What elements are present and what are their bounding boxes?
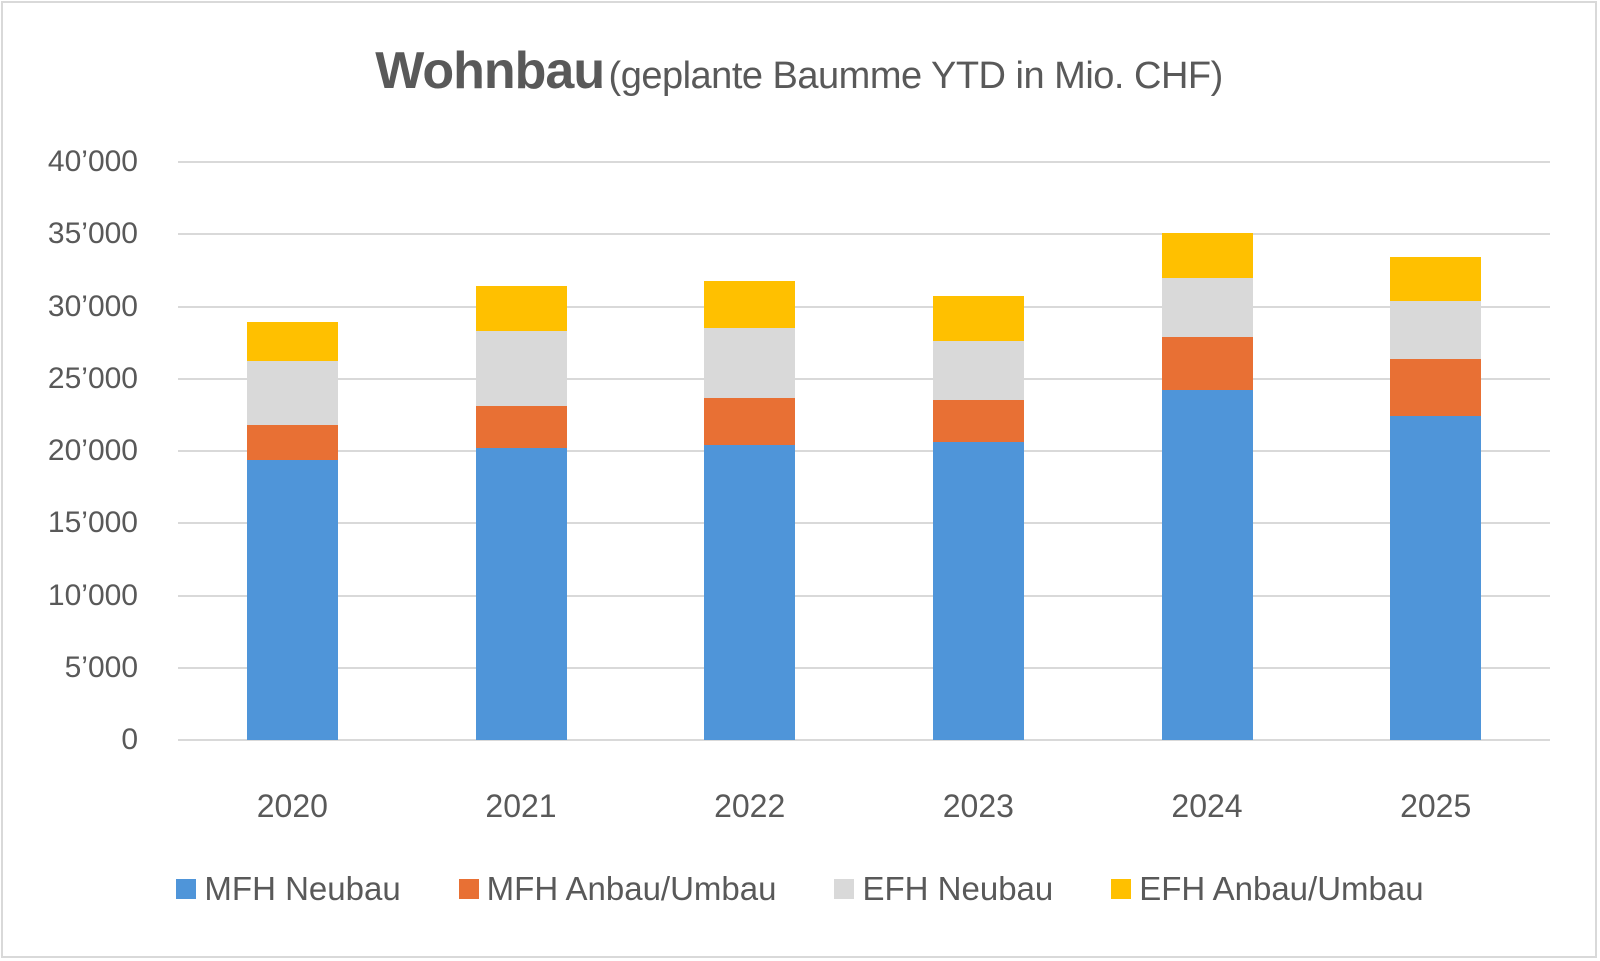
bar-2025[interactable] xyxy=(1390,257,1482,740)
x-tick-label: 2022 xyxy=(714,788,786,824)
legend-label: MFH Neubau xyxy=(204,870,401,907)
gridline xyxy=(178,305,1550,308)
legend-item[interactable]: MFH Anbau/Umbau xyxy=(458,870,777,908)
x-tick-label: 2024 xyxy=(1171,788,1243,824)
bar-segment-mfh-anbau-umbau[interactable] xyxy=(1161,336,1253,391)
bar-segment-mfh-neubau[interactable] xyxy=(246,459,338,740)
bar-segment-efh-anbau-umbau[interactable] xyxy=(1390,257,1482,301)
bar-segment-efh-anbau-umbau[interactable] xyxy=(704,280,796,329)
bar-segment-efh-neubau[interactable] xyxy=(1161,277,1253,337)
gridline xyxy=(178,739,1550,741)
gridline xyxy=(178,161,1550,163)
chart-title-main: Wohnbau xyxy=(375,42,605,100)
bar-2020[interactable] xyxy=(246,322,338,740)
gridline xyxy=(178,594,1550,597)
bar-segment-efh-neubau[interactable] xyxy=(1390,300,1482,359)
bar-2023[interactable] xyxy=(932,296,1024,740)
legend-item[interactable]: MFH Neubau xyxy=(176,870,401,908)
bar-segment-mfh-anbau-umbau[interactable] xyxy=(704,397,796,446)
bar-segment-mfh-neubau[interactable] xyxy=(1161,390,1253,740)
bar-segment-efh-anbau-umbau[interactable] xyxy=(475,286,567,332)
y-tick-label: 40’000 xyxy=(47,145,138,178)
plot-area xyxy=(178,161,1550,741)
bar-segment-mfh-anbau-umbau[interactable] xyxy=(932,400,1024,443)
gridline xyxy=(178,377,1550,380)
chart-title-subtitle: (geplante Baumme YTD in Mio. CHF) xyxy=(608,55,1224,97)
legend-item[interactable]: EFH Neubau xyxy=(834,870,1053,908)
y-tick-label: 30’000 xyxy=(47,289,138,323)
bar-segment-mfh-neubau[interactable] xyxy=(704,445,796,740)
legend-swatch-icon xyxy=(1111,879,1132,899)
gridline xyxy=(178,522,1550,525)
legend-label: EFH Anbau/Umbau xyxy=(1139,870,1424,907)
bar-segment-mfh-neubau[interactable] xyxy=(1390,416,1482,740)
bar-2021[interactable] xyxy=(475,286,567,740)
gridline xyxy=(178,450,1550,452)
bar-segment-efh-anbau-umbau[interactable] xyxy=(1161,232,1253,278)
y-tick-label: 15’000 xyxy=(47,506,138,540)
y-tick-label: 25’000 xyxy=(47,361,138,395)
bar-segment-efh-neubau[interactable] xyxy=(475,331,567,407)
x-tick-label: 2025 xyxy=(1400,788,1472,824)
legend: MFH Neubau MFH Anbau/Umbau EFH Neubau EFH A… xyxy=(0,870,1600,908)
y-tick-label: 35’000 xyxy=(47,217,138,251)
legend-swatch-icon xyxy=(176,879,197,899)
bar-segment-efh-neubau[interactable] xyxy=(246,361,338,425)
bar-segment-efh-neubau[interactable] xyxy=(704,328,796,398)
bar-segment-mfh-neubau[interactable] xyxy=(932,442,1024,740)
x-tick-label: 2020 xyxy=(256,788,328,824)
bar-2024[interactable] xyxy=(1161,232,1253,740)
legend-item[interactable]: EFH Anbau/Umbau xyxy=(1111,870,1424,908)
bar-segment-efh-anbau-umbau[interactable] xyxy=(246,322,338,362)
bar-segment-mfh-neubau[interactable] xyxy=(475,448,567,740)
legend-swatch-icon xyxy=(834,879,855,899)
bar-segment-efh-neubau[interactable] xyxy=(932,341,1024,401)
bar-segment-mfh-anbau-umbau[interactable] xyxy=(1390,358,1482,417)
gridline xyxy=(178,666,1550,669)
bar-2022[interactable] xyxy=(704,280,796,740)
gridline xyxy=(178,233,1550,236)
bar-segment-mfh-anbau-umbau[interactable] xyxy=(475,406,567,449)
x-tick-label: 2023 xyxy=(942,788,1014,824)
x-tick-label: 2021 xyxy=(485,788,557,824)
legend-label: EFH Neubau xyxy=(862,870,1054,907)
y-tick-label: 10’000 xyxy=(47,578,138,612)
legend-swatch-icon xyxy=(458,879,479,899)
y-tick-label: 5’000 xyxy=(64,650,138,684)
legend-label: MFH Anbau/Umbau xyxy=(486,870,777,907)
y-tick-label: 20’000 xyxy=(47,434,138,467)
bar-segment-mfh-anbau-umbau[interactable] xyxy=(246,425,338,460)
chart-title: Wohnbau (geplante Baumme YTD in Mio. CHF… xyxy=(3,41,1595,101)
y-tick-label: 0 xyxy=(121,723,138,756)
bar-segment-efh-anbau-umbau[interactable] xyxy=(932,296,1024,342)
